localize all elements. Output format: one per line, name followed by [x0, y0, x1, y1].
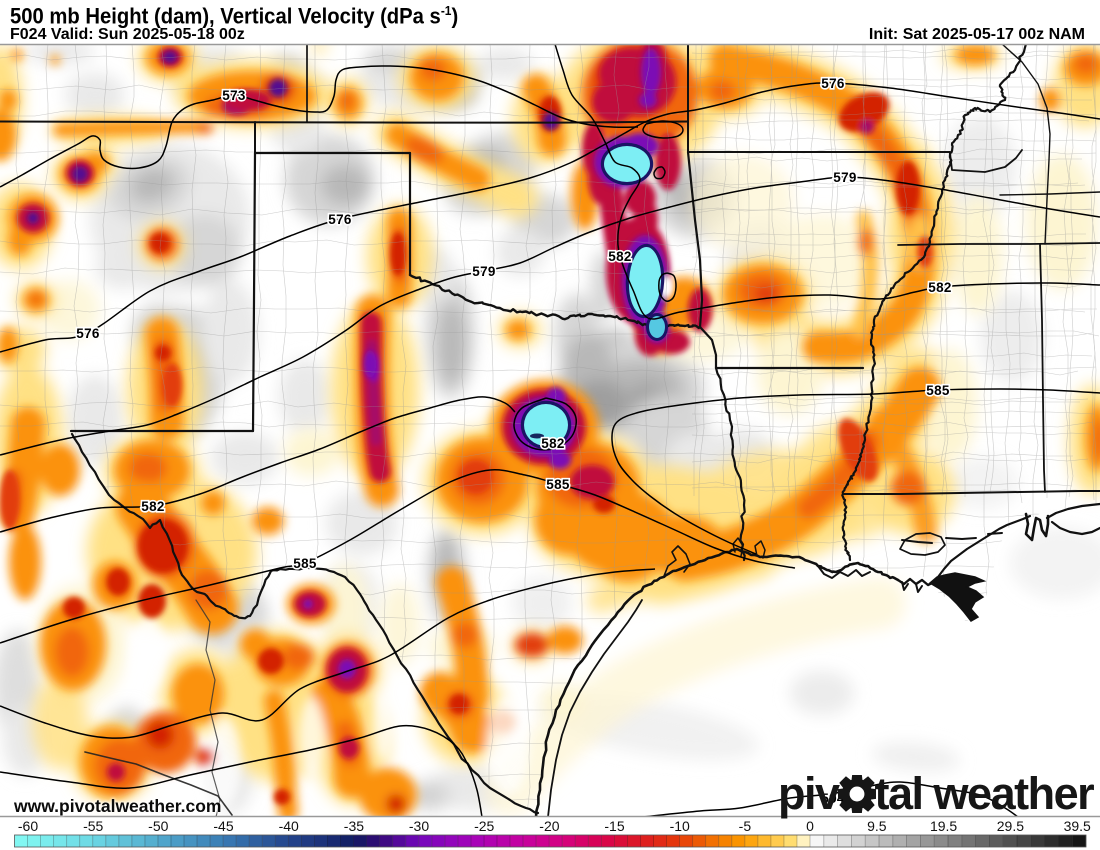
svg-text:579: 579 [472, 264, 495, 279]
svg-text:582: 582 [928, 280, 951, 295]
svg-text:-15: -15 [604, 818, 624, 834]
svg-text:-35: -35 [344, 818, 364, 834]
svg-text:9.5: 9.5 [867, 818, 887, 834]
svg-text:-25: -25 [474, 818, 494, 834]
svg-text:-10: -10 [670, 818, 690, 834]
svg-text:-20: -20 [539, 818, 559, 834]
svg-text:582: 582 [608, 249, 631, 264]
svg-text:-50: -50 [148, 818, 168, 834]
svg-text:585: 585 [546, 477, 570, 492]
svg-text:29.5: 29.5 [997, 818, 1024, 834]
svg-text:585: 585 [293, 556, 317, 571]
svg-text:-5: -5 [739, 818, 752, 834]
svg-text:582: 582 [141, 499, 164, 514]
svg-text:19.5: 19.5 [930, 818, 957, 834]
svg-text:-40: -40 [279, 818, 299, 834]
svg-text:-45: -45 [213, 818, 233, 834]
svg-text:0: 0 [806, 818, 814, 834]
svg-text:585: 585 [926, 383, 950, 398]
svg-text:576: 576 [76, 326, 100, 341]
svg-text:-55: -55 [83, 818, 103, 834]
svg-text:39.5: 39.5 [1064, 818, 1091, 834]
svg-text:582: 582 [541, 436, 564, 451]
svg-text:576: 576 [328, 212, 352, 227]
svg-text:573: 573 [222, 88, 246, 103]
svg-text:576: 576 [821, 76, 845, 91]
svg-text:579: 579 [833, 170, 856, 185]
svg-text:-30: -30 [409, 818, 429, 834]
svg-text:-60: -60 [18, 818, 38, 834]
